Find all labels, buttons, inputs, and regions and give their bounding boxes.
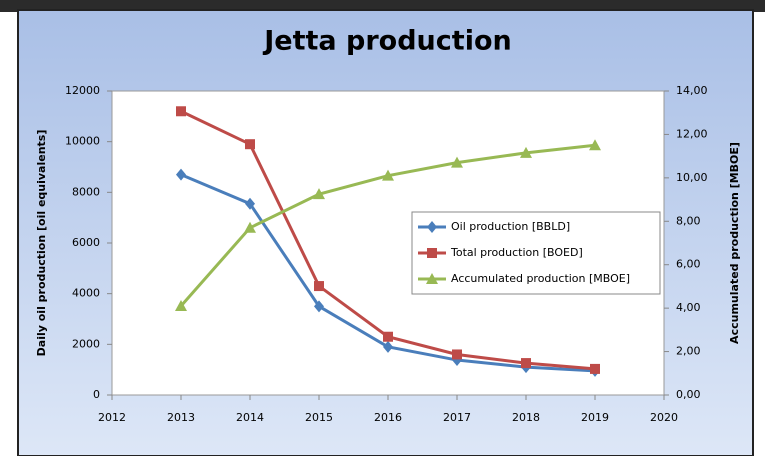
marker [175,299,187,311]
x-tick-label: 2014 [236,411,264,424]
x-tick-label: 2013 [167,411,195,424]
y2-tick-label: 6,00 [676,258,701,271]
marker [590,363,600,374]
y2-tick-label: 14,00 [676,84,708,97]
marker [314,300,324,313]
y-tick-label: 10000 [65,135,100,148]
legend-marker [427,221,437,233]
y2-tick-label: 0,00 [676,388,701,401]
y-tick-label: 2000 [72,337,100,350]
x-tick-label: 2017 [443,411,471,424]
y-tick-label: 0 [93,388,100,401]
x-tick-label: 2012 [98,411,126,424]
y-tick-label: 6000 [72,236,100,249]
x-tick-label: 2019 [581,411,609,424]
marker [383,340,393,353]
y2-tick-label: 8,00 [676,214,701,227]
y2-tick-label: 12,00 [676,127,708,140]
marker [451,156,463,168]
legend-label: Total production [BOED] [450,246,583,259]
chart-title: Jetta production [262,26,511,57]
y2-tick-label: 10,00 [676,171,708,184]
marker [245,197,255,210]
marker [383,331,393,342]
marker [245,139,255,150]
x-tick-label: 2020 [650,411,678,424]
marker [244,221,256,233]
legend-marker [427,248,437,258]
y-tick-label: 12000 [65,84,100,97]
y2-tick-label: 2,00 [676,345,701,358]
marker [313,188,325,200]
marker [176,106,186,117]
marker [452,349,462,360]
y-axis-label: Daily oil production [oil equivalents] [35,130,48,357]
marker [521,358,531,369]
legend-marker [426,273,438,284]
y2-axis-label: Accumulated production [MBOE] [728,142,741,344]
y-tick-label: 8000 [72,185,100,198]
marker [589,139,601,151]
x-tick-label: 2018 [512,411,540,424]
marker [314,281,324,292]
legend-label: Accumulated production [MBOE] [451,272,630,285]
x-tick-label: 2015 [305,411,333,424]
marker [176,168,186,181]
y2-tick-label: 4,00 [676,301,701,314]
x-tick-label: 2016 [374,411,402,424]
marker [520,146,532,158]
marker [382,169,394,181]
y-tick-label: 4000 [72,287,100,300]
legend-label: Oil production [BBLD] [451,220,570,233]
legend-box [411,211,661,295]
